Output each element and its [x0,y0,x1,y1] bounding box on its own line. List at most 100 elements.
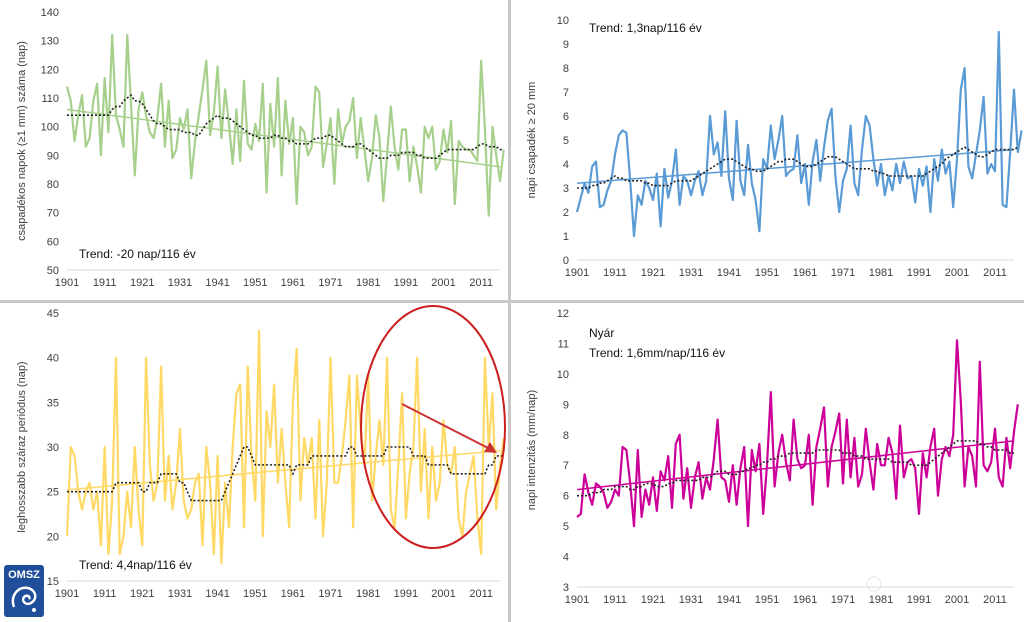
y-tick-label: 9 [563,39,569,51]
series-annual-line [576,339,1019,528]
highlight-arrow-head [484,442,497,453]
x-tick-label: 1991 [394,277,418,289]
x-tick-label: 1901 [55,588,79,600]
trend-annotation: Trend: 4,4nap/116 év [79,558,192,572]
x-tick-label: 1901 [565,594,589,606]
x-tick-label: 1971 [318,277,342,289]
y-tick-label: 110 [41,93,59,105]
x-tick-label: 1981 [356,588,380,600]
x-tick-label: 1961 [793,594,817,606]
x-tick-label: 1911 [603,594,627,606]
trend-line [66,108,501,168]
omsz-logo: OMSZ [4,565,44,617]
y-tick-label: 5 [563,521,569,533]
x-tick-label: 1981 [869,267,893,279]
x-tick-label: 1931 [168,588,192,600]
x-tick-label: 1941 [205,588,229,600]
x-tick-label: 1931 [679,594,703,606]
y-tick-label: 100 [41,122,59,134]
x-tick-label: 1971 [318,588,342,600]
y-tick-label: 8 [563,430,569,442]
trend-annotation: Trend: 1,6mm/nap/116 év [589,346,725,360]
y-axis-label: napi csapadék ≥ 20 mm [526,82,538,199]
x-tick-label: 1941 [717,267,741,279]
trend-annotation: Trend: -20 nap/116 év [79,247,196,261]
y-tick-label: 8 [563,63,569,75]
y-tick-label: 70 [47,208,59,220]
x-tick-label: 2001 [431,277,455,289]
logo-dot-icon [32,608,36,612]
series-annual-line [65,33,505,217]
y-tick-label: 9 [563,399,569,411]
x-tick-label: 1961 [793,267,817,279]
x-tick-label: 1981 [356,277,380,289]
highlight-arrow-line [401,403,491,450]
x-tick-label: 2011 [983,594,1007,606]
y-tick-label: 80 [47,179,59,191]
x-tick-label: 1991 [907,267,931,279]
x-tick-label: 1901 [55,277,79,289]
y-tick-label: 20 [47,531,59,543]
trend-annotation: Trend: 1,3nap/116 év [589,21,702,35]
series-moving-average-line [67,446,504,502]
x-tick-label: 2011 [983,267,1007,279]
x-tick-label: 1901 [565,267,589,279]
x-tick-label: 1951 [243,588,267,600]
x-tick-label: 1911 [603,267,627,279]
y-tick-label: 15 [47,576,59,588]
trend-line [576,148,1015,184]
series-moving-average-line [577,440,1014,497]
x-tick-label: 1931 [679,267,703,279]
x-tick-label: 1911 [93,277,117,289]
y-tick-label: 10 [557,15,569,27]
x-tick-label: 1991 [907,594,931,606]
x-tick-label: 2011 [469,277,493,289]
x-tick-label: 1951 [755,594,779,606]
y-tick-label: 6 [563,111,569,123]
x-tick-label: 1971 [831,594,855,606]
y-tick-label: 30 [47,442,59,454]
chart-1: 50 60 70 80 90 100 110 120 130 140 1901 1911 1921 193… [16,7,505,289]
x-tick-label: 1951 [755,267,779,279]
y-tick-label: 7 [563,87,569,99]
series-moving-average-line [67,93,504,159]
y-tick-label: 5 [563,135,569,147]
x-tick-label: 2011 [469,588,493,600]
y-tick-label: 40 [47,353,59,365]
trend-line [576,440,1015,491]
x-tick-label: 1921 [130,277,154,289]
y-tick-label: 0 [563,255,569,267]
y-axis-label: leghosszabb száraz periódus (nap) [16,361,28,532]
series-annual-line [575,30,1023,238]
highlight-ellipse [360,305,506,549]
y-tick-label: 25 [47,487,59,499]
y-tick-label: 3 [563,183,569,195]
x-tick-label: 2001 [431,588,455,600]
annotation-title: Nyár [589,326,614,340]
x-tick-label: 1941 [205,277,229,289]
y-tick-label: 6 [563,491,569,503]
y-tick-label: 4 [563,552,569,564]
y-tick-label: 60 [47,236,59,248]
x-tick-label: 1951 [243,277,267,289]
y-tick-label: 90 [47,150,59,162]
y-tick-label: 50 [47,265,59,277]
y-tick-label: 140 [41,7,59,19]
x-tick-label: 1991 [394,588,418,600]
x-tick-label: 1981 [869,594,893,606]
x-tick-label: 1921 [641,594,665,606]
chart-3: 15 20 25 30 35 40 45 1901 1911 1921 1931 1941 1951 19… [16,308,505,600]
x-tick-label: 1921 [641,267,665,279]
x-tick-label: 2001 [945,267,969,279]
x-tick-label: 1971 [831,267,855,279]
series-moving-average-line [577,146,1019,189]
y-tick-label: 3 [563,582,569,594]
x-tick-label: 1941 [717,594,741,606]
x-tick-label: 1921 [130,588,154,600]
y-tick-label: 130 [41,36,59,48]
series-annual-line [65,329,505,565]
y-tick-label: 1 [563,231,569,243]
logo-text: OMSZ [8,569,40,581]
